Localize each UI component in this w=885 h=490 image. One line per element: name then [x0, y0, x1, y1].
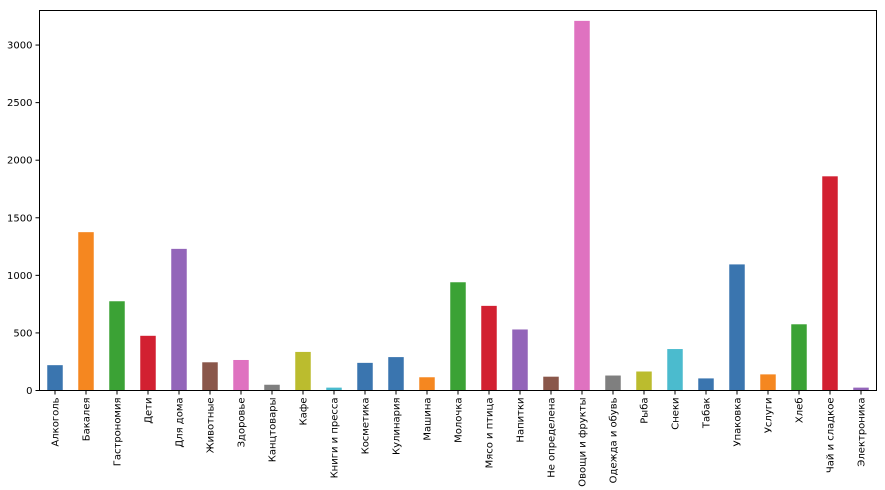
x-tick-label: Не определена — [547, 398, 558, 478]
bar — [729, 264, 745, 391]
bars-group — [47, 20, 869, 391]
x-axis: Алкоголь Бакалея Гастрономия Дети Для дома Жи… — [51, 390, 868, 487]
x-tick-label: Кулинария — [392, 398, 403, 455]
bar — [574, 20, 590, 391]
x-tick-label: Дети — [144, 398, 155, 424]
plot-frame — [39, 10, 877, 391]
x-tick-label: Книги и пресса — [330, 398, 341, 479]
bar — [698, 378, 714, 391]
x-tick-label: Табак — [702, 398, 713, 430]
bar — [295, 351, 311, 391]
bar — [140, 335, 156, 391]
bar — [791, 324, 807, 391]
bar — [667, 349, 683, 391]
x-tick-label: Здоровье — [237, 398, 248, 448]
x-tick-label: Для дома — [175, 398, 186, 448]
bar — [605, 375, 621, 391]
bar — [481, 305, 497, 391]
bar — [202, 362, 218, 391]
bar — [109, 301, 125, 391]
x-tick-label: Канцтовары — [268, 398, 279, 463]
y-tick-label: 3000 — [7, 41, 32, 52]
x-tick-label: Услуги — [764, 398, 775, 434]
bar — [264, 384, 280, 391]
bar — [543, 376, 559, 391]
y-tick-label: 500 — [13, 328, 32, 339]
x-tick-label: Овощи и фрукты — [578, 398, 589, 487]
x-tick-label: Молочка — [454, 398, 465, 443]
x-tick-label: Хлеб — [795, 398, 806, 424]
x-tick-label: Мясо и птица — [485, 398, 496, 469]
x-tick-label: Одежда и обувь — [609, 397, 620, 483]
bar — [636, 371, 652, 391]
bar — [47, 365, 63, 391]
bar — [388, 357, 404, 391]
bar — [233, 359, 249, 391]
bar — [78, 232, 94, 391]
bar — [760, 374, 776, 391]
bar — [450, 282, 466, 391]
y-tick-label: 0 — [26, 386, 32, 397]
y-axis: 0 500 1000 1500 2000 2500 3000 — [7, 41, 40, 397]
x-tick-label: Животные — [206, 398, 217, 454]
x-tick-label: Косметика — [361, 398, 372, 455]
y-tick-label: 1000 — [7, 271, 32, 282]
bar — [512, 329, 528, 391]
x-tick-label: Алкоголь — [51, 397, 62, 446]
bar — [419, 377, 435, 391]
x-tick-label: Снеки — [671, 398, 682, 430]
y-tick-label: 1500 — [7, 213, 32, 224]
x-tick-label: Электроника — [857, 398, 868, 467]
x-tick-label: Чай и сладкое — [826, 398, 837, 474]
x-tick-label: Напитки — [516, 398, 527, 443]
y-tick-label: 2500 — [7, 98, 32, 109]
x-tick-label: Кафе — [299, 398, 310, 426]
x-tick-label: Гастрономия — [113, 398, 124, 467]
x-tick-label: Упаковка — [733, 398, 744, 447]
bar — [171, 248, 187, 391]
bar — [326, 387, 342, 391]
bar — [357, 362, 373, 391]
y-tick-label: 2000 — [7, 156, 32, 167]
bar — [853, 387, 869, 391]
bar — [822, 176, 838, 391]
x-tick-label: Рыба — [640, 398, 651, 424]
x-tick-label: Машина — [423, 398, 434, 441]
x-tick-label: Бакалея — [82, 398, 93, 442]
